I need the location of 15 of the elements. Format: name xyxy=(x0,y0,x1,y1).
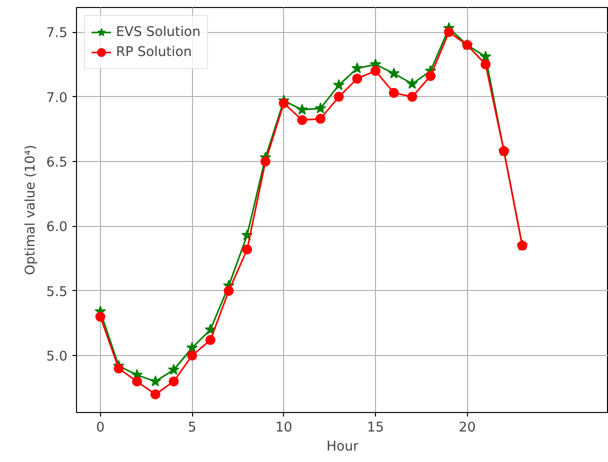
x-tick-label: 0 xyxy=(96,420,105,436)
x-tick-label: 5 xyxy=(188,420,196,436)
y-tick-label: 7.0 xyxy=(46,90,68,106)
y-tick-label: 6.0 xyxy=(46,220,68,236)
x-tick-label: 20 xyxy=(458,420,476,436)
y-tick-label: 5.0 xyxy=(46,350,68,365)
y-axis-title: Optimal value (10⁴) xyxy=(23,144,38,276)
x-axis-title: Hour xyxy=(326,440,360,454)
legend-label: EVS Solution xyxy=(116,24,201,40)
x-tick-label: 15 xyxy=(367,420,384,436)
x-tick-label: 10 xyxy=(275,420,292,436)
y-tick-label: 7.5 xyxy=(46,26,68,42)
y-tick-label: 5.5 xyxy=(46,284,68,300)
legend-label: RP Solution xyxy=(116,44,192,60)
y-tick-label: 6.5 xyxy=(46,155,68,170)
